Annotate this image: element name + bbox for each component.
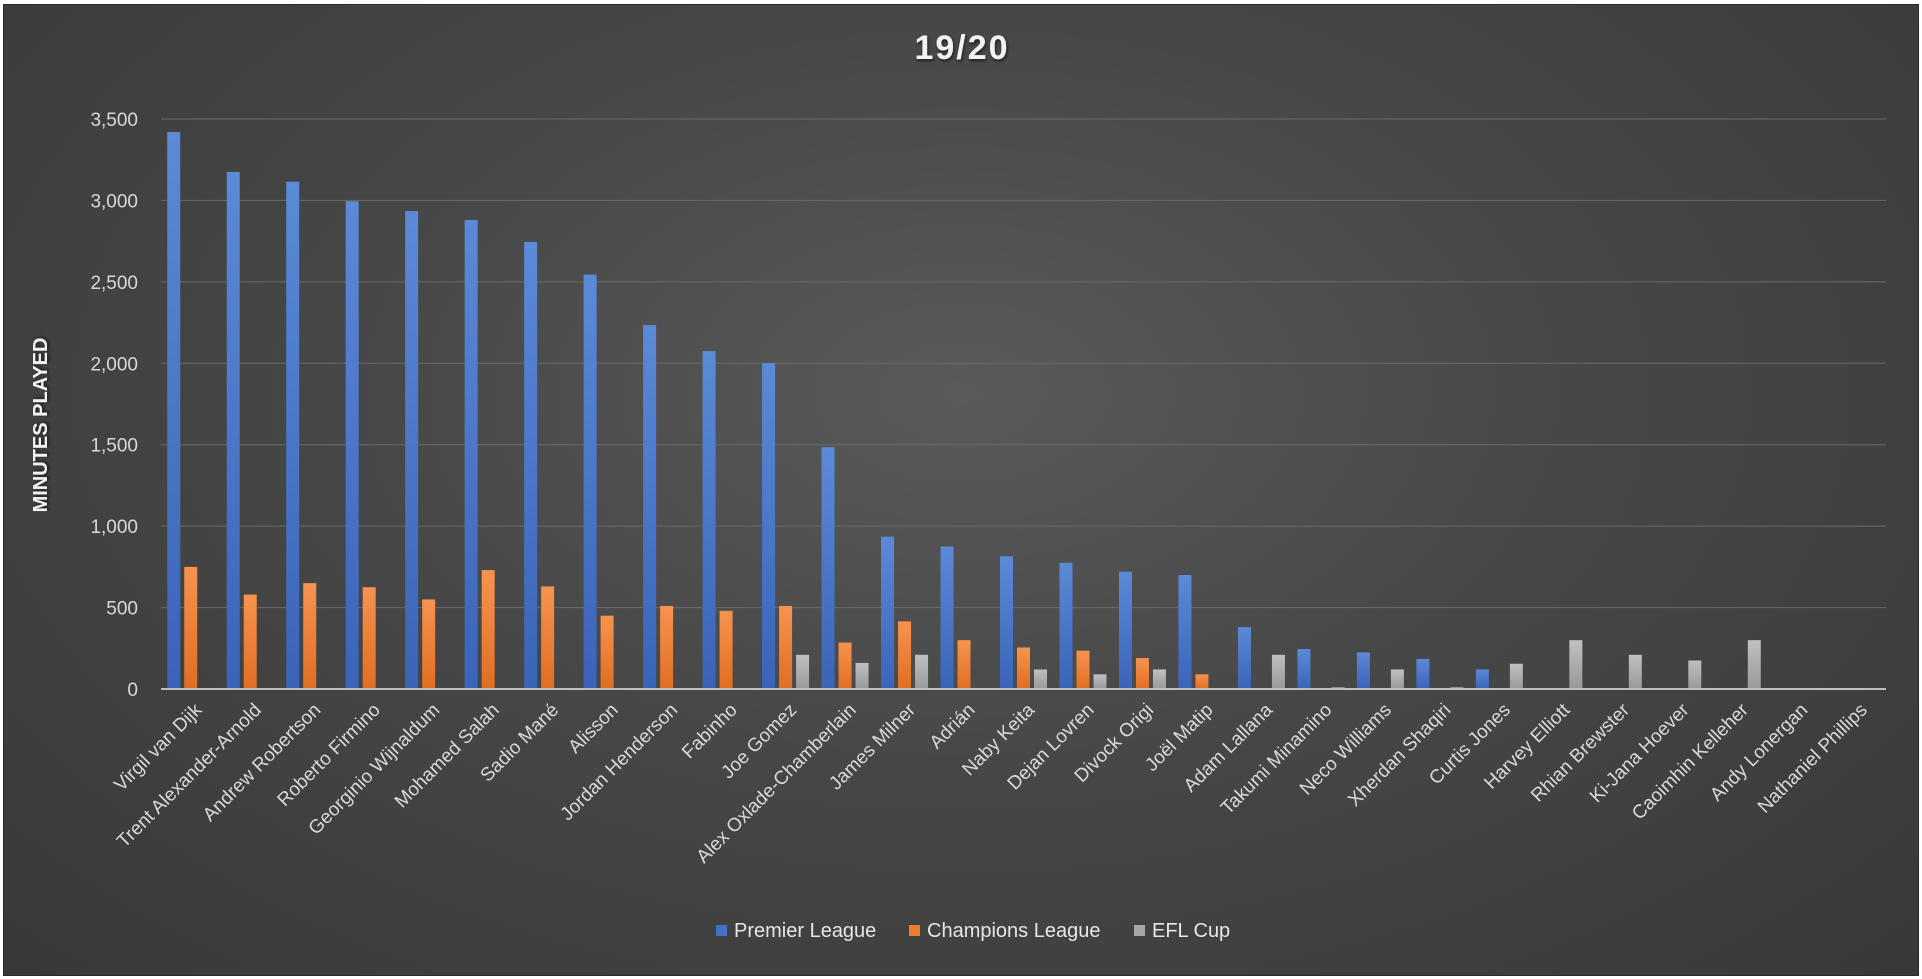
legend: Premier League Champions League EFL Cup <box>716 920 1230 942</box>
legend-swatch <box>716 925 727 936</box>
bar-premier-league <box>1118 571 1132 689</box>
bar-champions-league <box>303 583 317 689</box>
bar-premier-league <box>1059 562 1073 689</box>
y-tick-label: 1,500 <box>90 436 138 457</box>
y-axis-label: MINUTES PLAYED <box>30 338 52 513</box>
bar-champions-league <box>422 599 436 689</box>
bar-premier-league <box>1000 556 1013 689</box>
bar-champions-league <box>838 642 852 689</box>
y-tick-labels: 0 500 1,000 1,500 2,000 2,500 3,000 3,500 <box>90 110 138 701</box>
bar-premier-league <box>1297 649 1311 689</box>
bar-champions-league <box>1017 647 1030 689</box>
chart-title: 19/20 <box>914 29 1009 67</box>
x-tick-label: Roberto Firmino <box>274 700 385 811</box>
bar-champions-league <box>957 640 971 689</box>
bar-premier-league <box>1416 658 1430 689</box>
x-tick-label: Nathaniel Phillips <box>1754 700 1872 818</box>
bar-efl-cup <box>1271 654 1285 689</box>
bar-champions-league <box>1076 650 1090 689</box>
y-tick-label: 0 <box>127 680 138 701</box>
grid-lines <box>161 118 1886 609</box>
bar-premier-league <box>702 351 716 689</box>
legend-swatch <box>1134 925 1145 936</box>
bar-premier-league <box>583 274 597 689</box>
bar-premier-league <box>821 447 835 689</box>
bar-champions-league <box>1195 674 1209 689</box>
chart-svg: 19/20 MINUTES PLAYED 0 500 1,000 1,500 2,000… <box>30 29 1886 942</box>
bar-champions-league <box>541 586 555 689</box>
bar-premier-league <box>940 546 954 689</box>
y-tick-label: 500 <box>106 599 138 620</box>
y-tick-label: 3,000 <box>90 191 138 212</box>
bar-champions-league <box>243 594 257 689</box>
bar-efl-cup <box>1747 640 1761 689</box>
x-tick-label: Mohamed Salah <box>391 700 504 813</box>
legend-label: EFL Cup <box>1152 920 1230 942</box>
bar-premier-league <box>762 363 776 689</box>
bar-premier-league <box>1178 575 1192 689</box>
x-tick-label: Alisson <box>564 700 622 758</box>
bar-champions-league <box>481 570 495 689</box>
y-tick-label: 1,000 <box>90 517 138 538</box>
bar-champions-league <box>660 605 674 689</box>
x-tick-label: Xherdan Shaqiri <box>1344 700 1455 811</box>
bar-champions-league <box>719 610 733 689</box>
bar-premier-league <box>1356 652 1370 689</box>
bar-champions-league <box>898 621 912 689</box>
bar-efl-cup <box>1628 654 1642 689</box>
bar-premier-league <box>1475 669 1489 689</box>
chart-frame: 19/20 MINUTES PLAYED 0 500 1,000 1,500 2,000… <box>3 4 1919 976</box>
bar-champions-league <box>1135 658 1149 689</box>
y-tick-label: 3,500 <box>90 110 138 131</box>
bar-champions-league <box>184 566 198 689</box>
bar-premier-league <box>286 181 300 689</box>
bar-premier-league <box>524 241 538 689</box>
bar-efl-cup <box>1034 669 1047 689</box>
bars <box>167 132 1761 689</box>
y-tick-label: 2,500 <box>90 273 138 294</box>
x-tick-label: Jordan Henderson <box>557 700 682 825</box>
bar-efl-cup <box>1390 669 1404 689</box>
bar-premier-league <box>345 201 359 689</box>
bar-efl-cup <box>1093 674 1107 689</box>
x-tick-label: Takumi Minamino <box>1217 700 1336 819</box>
bar-efl-cup <box>1509 663 1523 689</box>
legend-label: Champions League <box>927 920 1100 942</box>
bar-premier-league <box>405 211 419 689</box>
legend-swatch <box>909 925 920 936</box>
bar-premier-league <box>167 132 181 689</box>
x-tick-label: Adrián <box>926 700 980 754</box>
bar-premier-league <box>881 536 895 689</box>
bar-champions-league <box>779 605 793 689</box>
bar-efl-cup <box>796 654 810 689</box>
bar-premier-league <box>226 171 240 689</box>
bar-champions-league <box>362 587 376 689</box>
bar-efl-cup <box>1569 640 1583 689</box>
bar-efl-cup <box>1688 660 1702 689</box>
bar-champions-league <box>600 615 614 689</box>
bar-efl-cup <box>1152 669 1166 689</box>
y-tick-label: 2,000 <box>90 354 138 375</box>
bar-premier-league <box>1237 627 1251 689</box>
bar-efl-cup <box>855 662 869 689</box>
bar-premier-league <box>643 325 657 689</box>
bar-efl-cup <box>915 654 929 689</box>
legend-label: Premier League <box>734 920 876 942</box>
bar-premier-league <box>464 219 478 689</box>
